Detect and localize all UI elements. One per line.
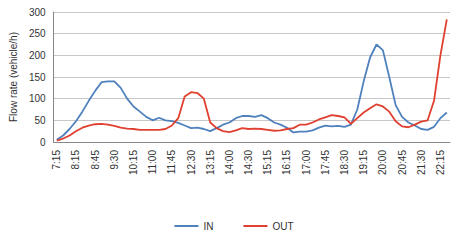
svg-text:Flow rate (vehicle/h): Flow rate (vehicle/h): [8, 32, 19, 122]
svg-text:50: 50: [34, 115, 46, 126]
svg-text:IN: IN: [203, 221, 213, 232]
svg-text:11:00: 11:00: [147, 150, 158, 175]
svg-text:9:30: 9:30: [109, 150, 120, 170]
svg-text:OUT: OUT: [272, 221, 293, 232]
svg-text:150: 150: [29, 72, 46, 83]
svg-text:7:15: 7:15: [51, 150, 62, 170]
svg-text:8:15: 8:15: [70, 150, 81, 170]
svg-text:21:30: 21:30: [416, 150, 427, 175]
svg-text:22:15: 22:15: [435, 150, 446, 175]
svg-text:15:15: 15:15: [262, 150, 273, 175]
svg-text:16:15: 16:15: [281, 150, 292, 175]
svg-text:0: 0: [40, 137, 46, 148]
svg-text:300: 300: [29, 7, 46, 18]
svg-text:14:30: 14:30: [243, 150, 254, 175]
svg-text:17:00: 17:00: [301, 150, 312, 175]
svg-text:200: 200: [29, 50, 46, 61]
svg-text:11:45: 11:45: [166, 150, 177, 175]
svg-text:17:45: 17:45: [320, 150, 331, 175]
svg-text:10:15: 10:15: [128, 150, 139, 175]
svg-text:14:00: 14:00: [224, 150, 235, 175]
svg-text:13:15: 13:15: [205, 150, 216, 175]
svg-text:250: 250: [29, 28, 46, 39]
svg-text:19:15: 19:15: [358, 150, 369, 175]
svg-text:12:30: 12:30: [186, 150, 197, 175]
svg-text:20:00: 20:00: [377, 150, 388, 175]
svg-text:100: 100: [29, 93, 46, 104]
svg-text:18:30: 18:30: [339, 150, 350, 175]
svg-text:8:45: 8:45: [90, 150, 101, 170]
svg-text:20:45: 20:45: [397, 150, 408, 175]
